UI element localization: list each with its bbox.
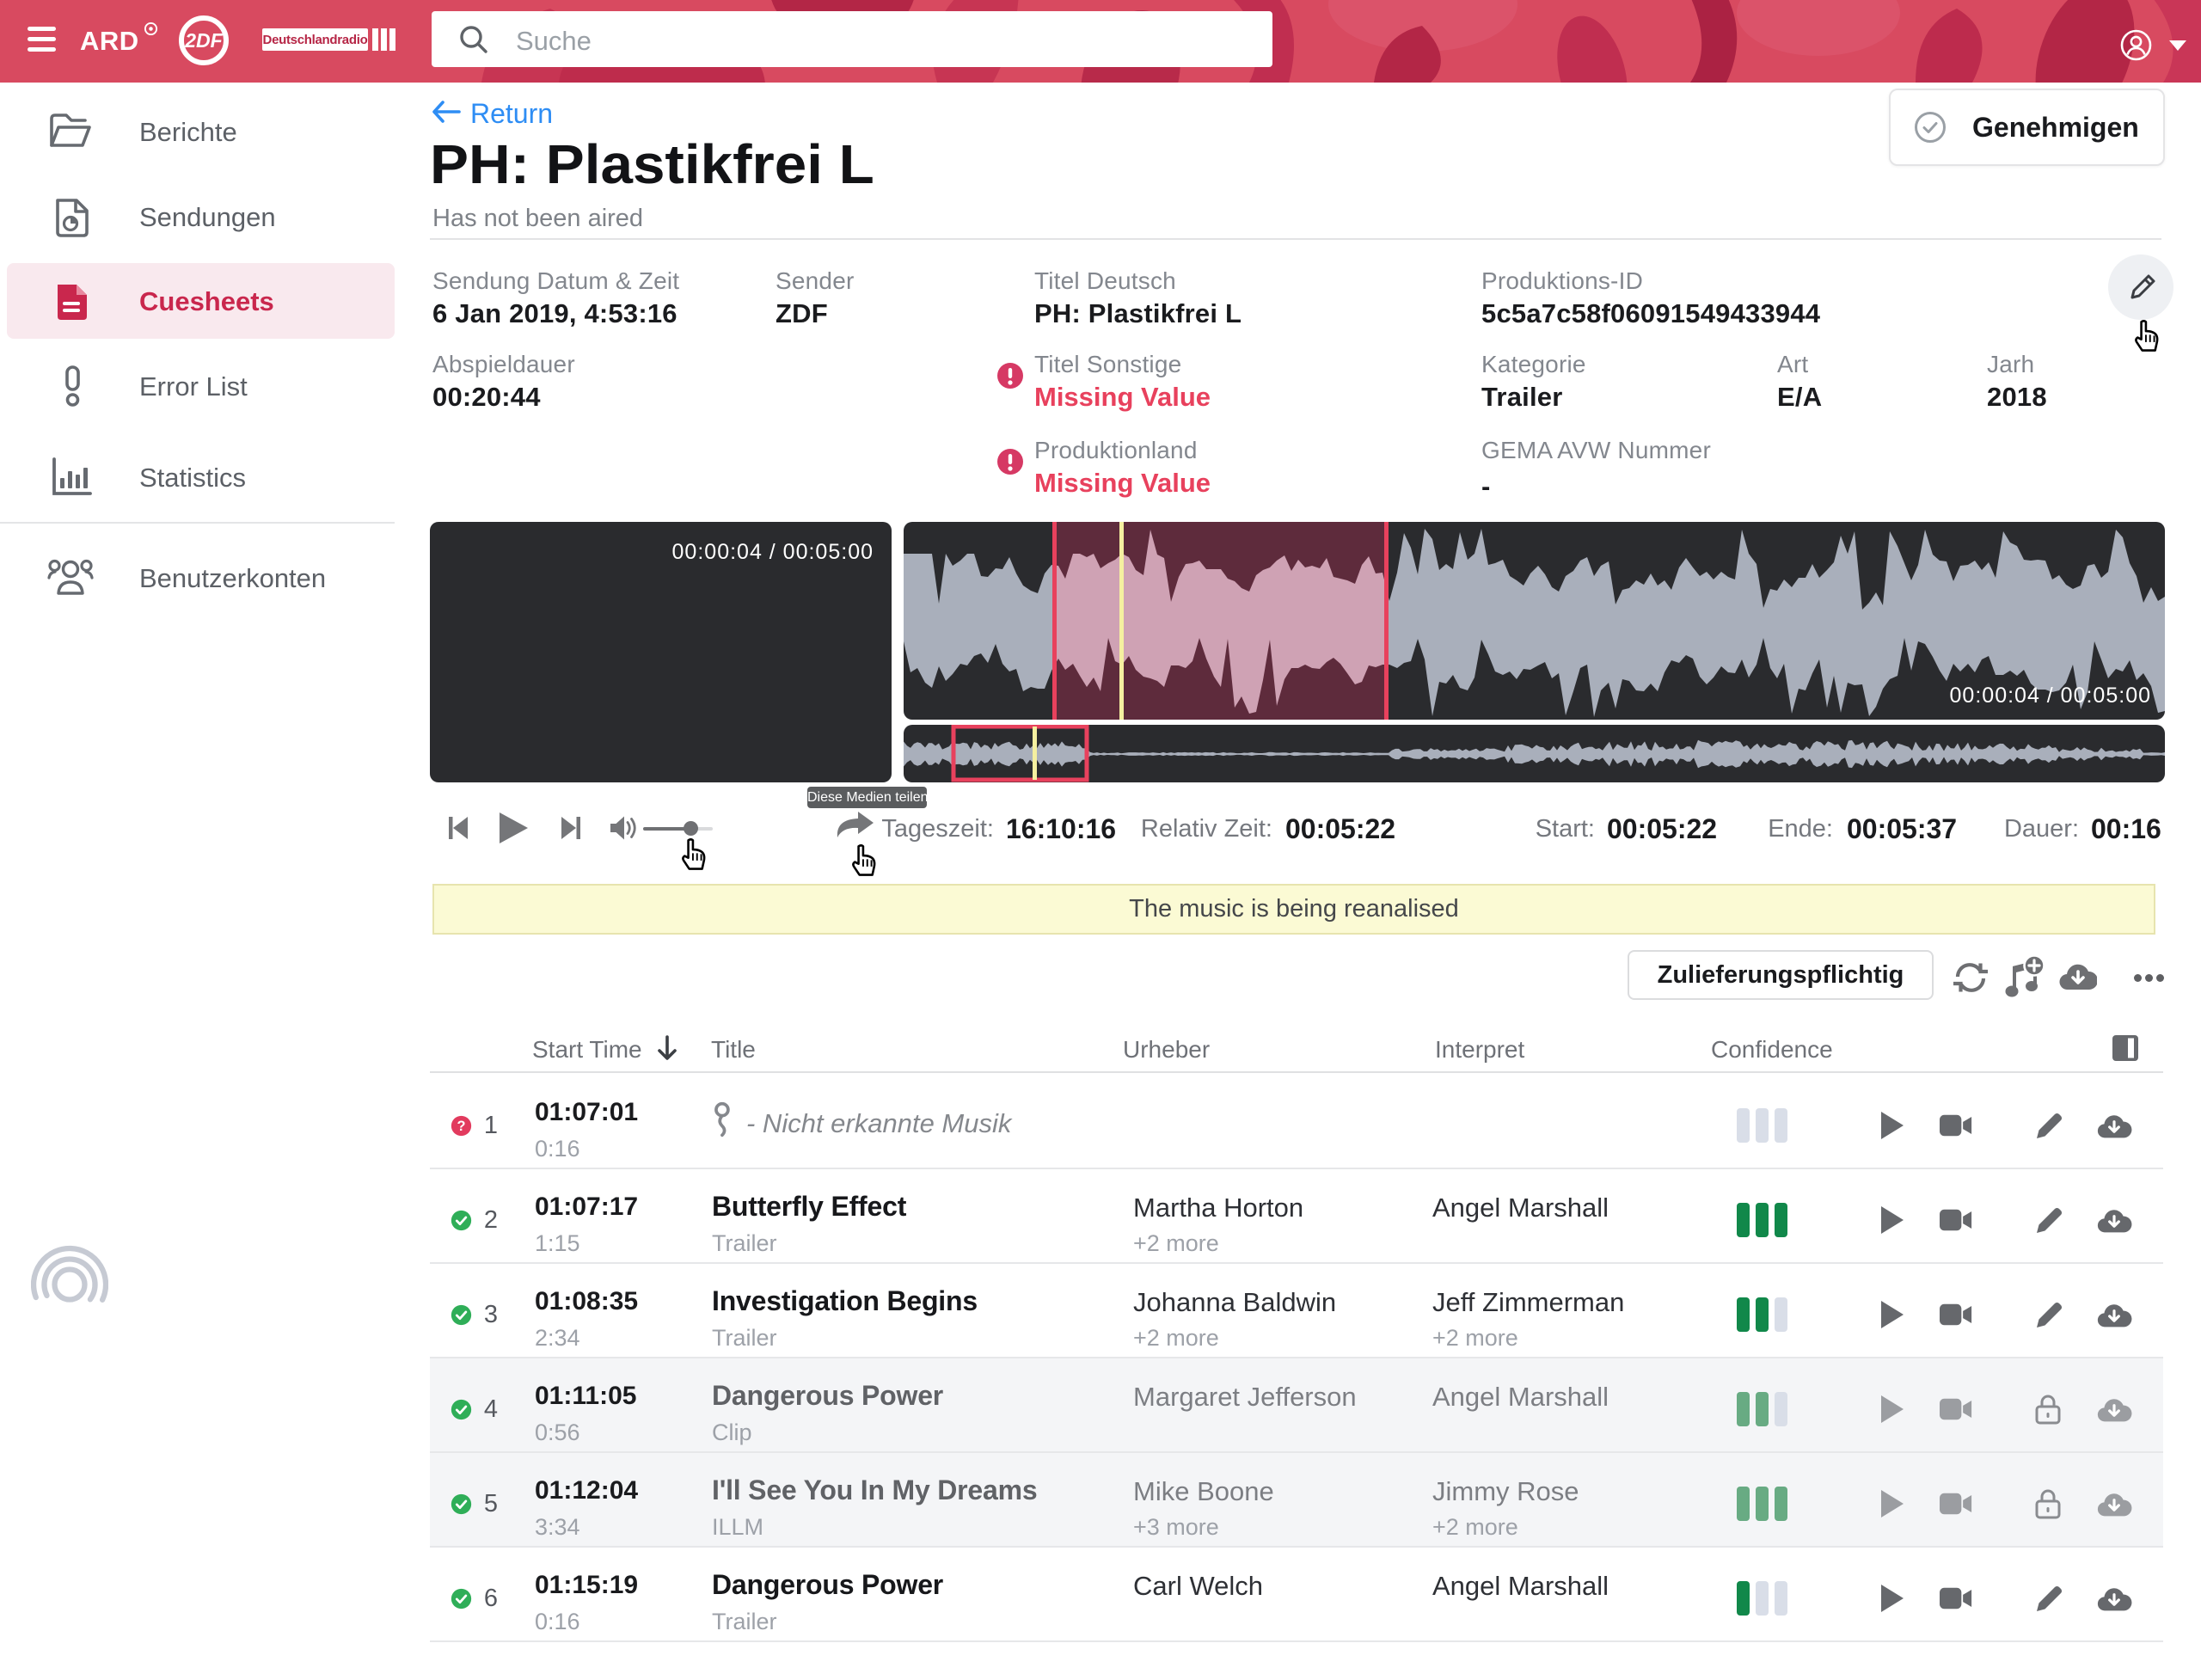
svg-text:2DF: 2DF	[184, 29, 223, 52]
svg-text:?: ?	[457, 1119, 466, 1134]
